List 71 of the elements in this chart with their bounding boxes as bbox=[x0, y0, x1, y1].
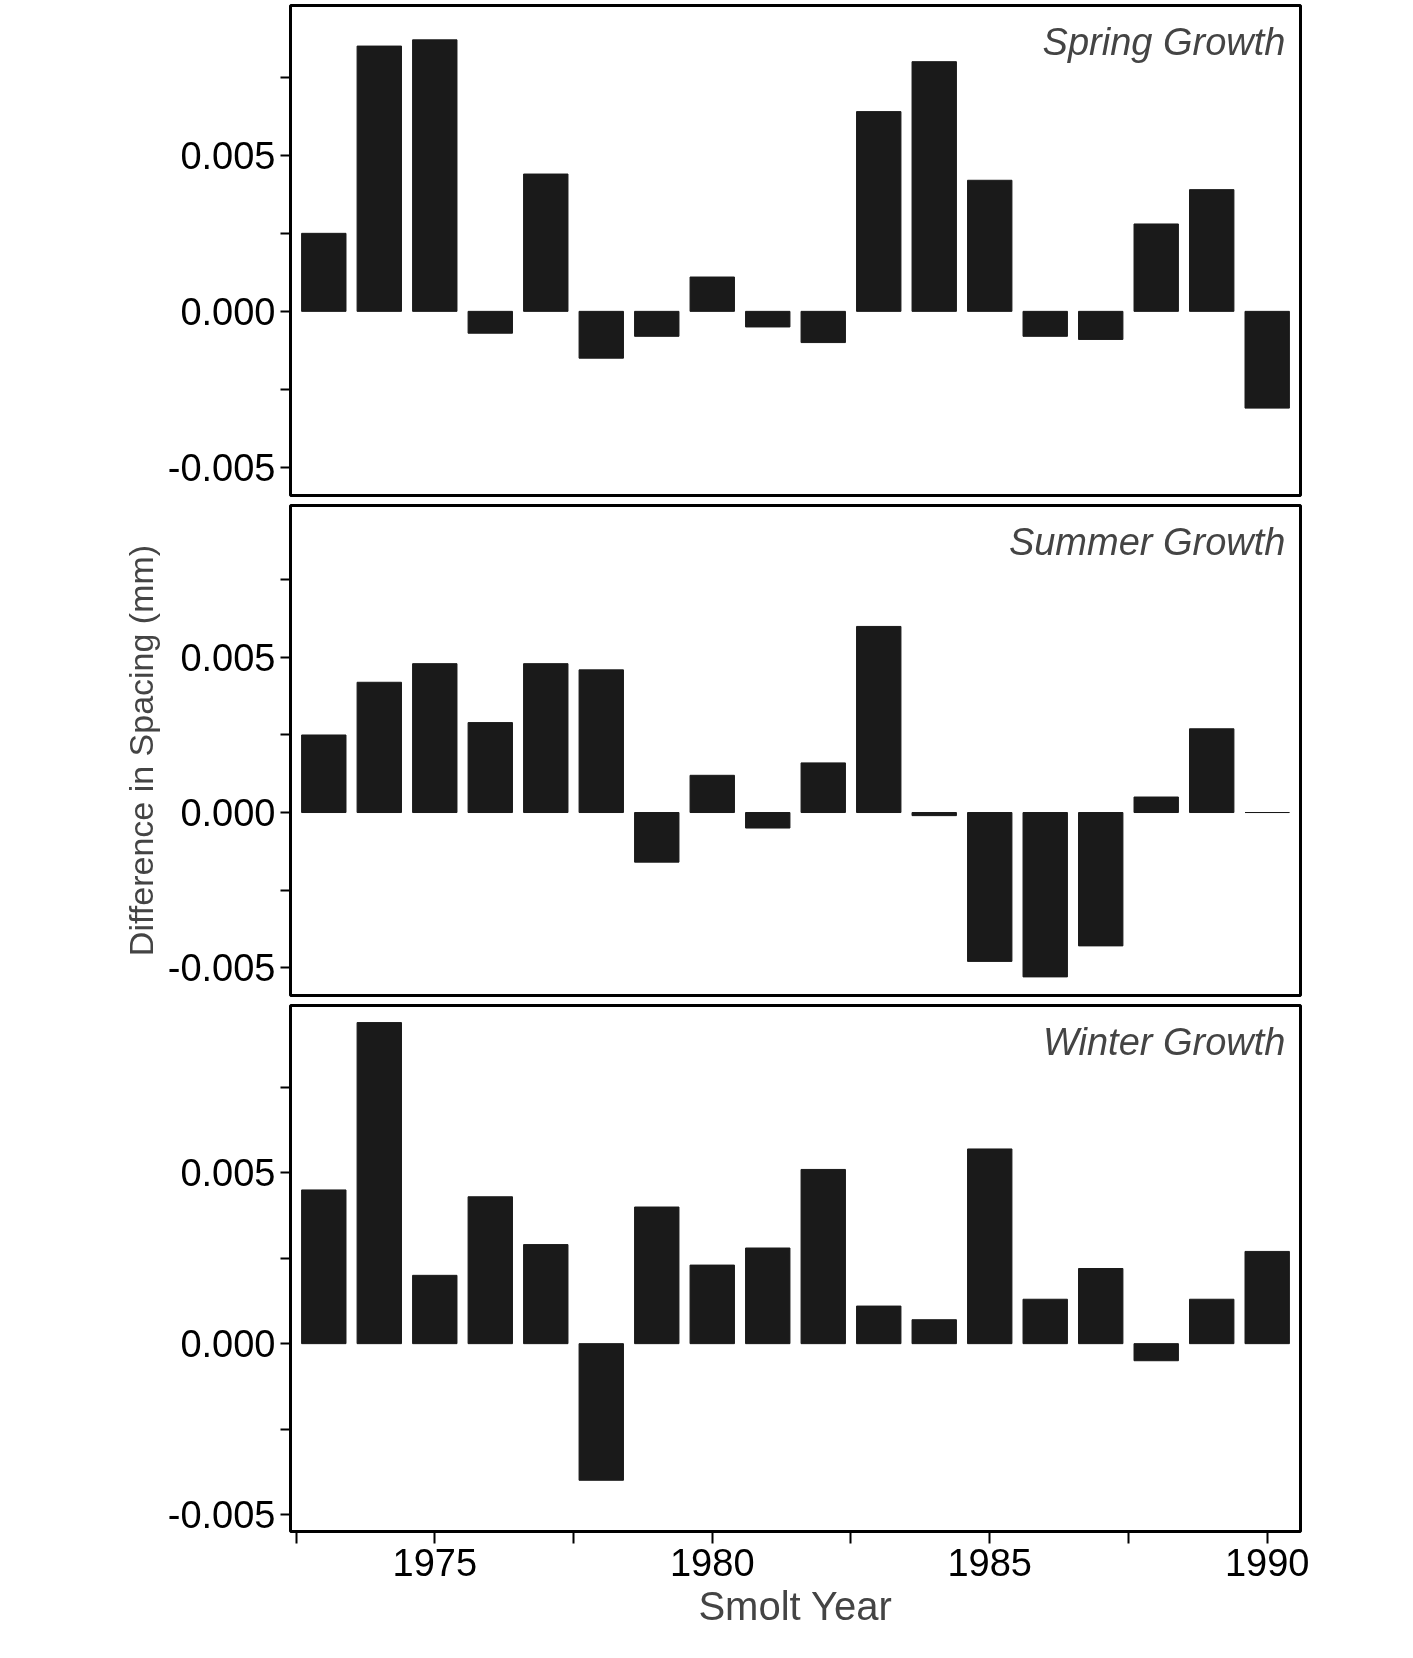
x-axis-title: Smolt Year bbox=[698, 1583, 892, 1628]
y-tick-label: -0.005 bbox=[167, 1493, 276, 1536]
bar bbox=[578, 310, 624, 359]
bar bbox=[356, 681, 402, 814]
bar bbox=[1244, 1250, 1290, 1345]
bar bbox=[1189, 189, 1235, 312]
bar bbox=[800, 762, 846, 814]
bar bbox=[967, 179, 1013, 312]
bar bbox=[745, 812, 791, 829]
bar bbox=[301, 232, 347, 312]
y-axis-title: Difference in Spacing (mm) bbox=[121, 544, 160, 957]
bar bbox=[1133, 1343, 1179, 1362]
y-tick-label: 0.005 bbox=[180, 1152, 276, 1195]
y-tick-label: 0.000 bbox=[180, 792, 276, 835]
bar bbox=[1244, 310, 1290, 409]
bar bbox=[1189, 1298, 1235, 1345]
bar bbox=[1022, 1298, 1068, 1345]
bar bbox=[412, 1274, 458, 1345]
bar bbox=[634, 310, 680, 337]
bar bbox=[911, 1319, 957, 1345]
bar bbox=[911, 61, 957, 312]
bar bbox=[634, 1206, 680, 1345]
bar bbox=[1022, 310, 1068, 337]
bar bbox=[1133, 223, 1179, 312]
bar bbox=[856, 111, 902, 312]
bar bbox=[1133, 796, 1179, 814]
bar bbox=[356, 45, 402, 312]
y-tick-label: 0.005 bbox=[180, 636, 276, 679]
bar bbox=[578, 1343, 624, 1481]
x-tick-label: 1985 bbox=[947, 1541, 1033, 1584]
annotation: Summer Growth bbox=[1008, 520, 1286, 563]
bar bbox=[467, 1196, 513, 1345]
x-tick-label: 1975 bbox=[392, 1541, 478, 1584]
y-tick-label: -0.005 bbox=[167, 446, 276, 489]
bar bbox=[301, 734, 347, 814]
bar bbox=[911, 812, 957, 817]
bar bbox=[967, 812, 1013, 962]
y-tick-label: 0.000 bbox=[180, 290, 276, 333]
bar bbox=[689, 1264, 735, 1345]
annotation: Winter Growth bbox=[1043, 1020, 1286, 1063]
x-tick-label: 1980 bbox=[669, 1541, 755, 1584]
bar bbox=[689, 774, 735, 814]
bar bbox=[301, 1189, 347, 1345]
bar bbox=[1189, 728, 1235, 814]
bar bbox=[523, 173, 569, 312]
bar bbox=[578, 669, 624, 814]
bar bbox=[856, 1305, 902, 1345]
bar bbox=[689, 276, 735, 312]
bar bbox=[412, 39, 458, 312]
bar bbox=[412, 663, 458, 814]
bar bbox=[967, 1148, 1013, 1345]
x-tick-label: 1990 bbox=[1224, 1541, 1310, 1584]
y-tick-label: -0.005 bbox=[167, 947, 276, 990]
bar bbox=[856, 625, 902, 814]
bar bbox=[356, 1022, 402, 1345]
bar bbox=[1078, 812, 1124, 947]
annotation: Spring Growth bbox=[1042, 20, 1286, 63]
bar bbox=[634, 812, 680, 863]
bar bbox=[467, 310, 513, 334]
bar bbox=[745, 310, 791, 328]
bar bbox=[523, 1244, 569, 1345]
bar bbox=[1078, 310, 1124, 340]
bar bbox=[523, 663, 569, 814]
bar bbox=[745, 1247, 791, 1345]
bar bbox=[1022, 812, 1068, 978]
bar bbox=[800, 1168, 846, 1345]
bar bbox=[800, 310, 846, 344]
y-tick-label: 0.000 bbox=[180, 1323, 276, 1366]
bar bbox=[1078, 1268, 1124, 1345]
y-tick-label: 0.005 bbox=[180, 134, 276, 177]
bar bbox=[467, 722, 513, 814]
